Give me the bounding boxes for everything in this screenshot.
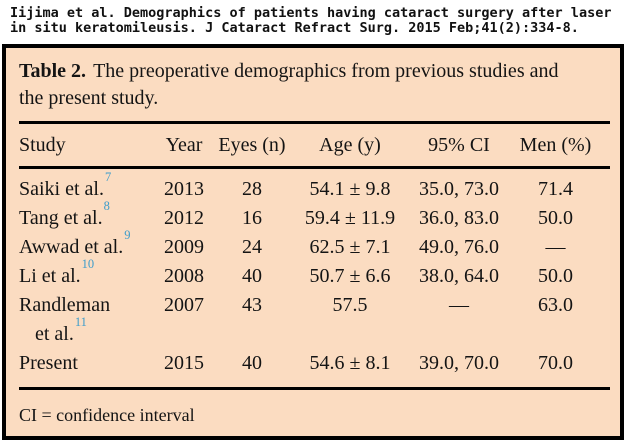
column-header-year: Year [165, 134, 203, 156]
age-cell: 54.6 ± 8.1 [309, 352, 391, 374]
year-cell: 2012 [164, 207, 204, 229]
column-header-men: Men (%) [519, 134, 592, 156]
reference-superscript: 8 [103, 199, 110, 214]
age-cell: 54.1 ± 9.8 [309, 178, 391, 200]
eyes-cell: 28 [242, 178, 262, 200]
year-cell: 2007 [164, 294, 204, 316]
table-header-row: Study Year Eyes (n) Age (y) 95% CI Men (… [19, 124, 612, 166]
table-label: Table 2. [19, 60, 87, 82]
study-name: Saiki et al. [19, 178, 104, 200]
eyes-cell: 16 [242, 207, 262, 229]
age-cell: 50.7 ± 6.6 [309, 265, 391, 287]
study-name: Tang et al. [19, 207, 103, 229]
eyes-cell: 24 [242, 236, 262, 258]
article-citation: Iijima et al. Demographics of patients h… [10, 6, 611, 36]
study-name-continued: et al.11 [35, 315, 87, 345]
table-row: Tang et al.8 2012 16 59.4 ± 11.9 36.0, 8… [19, 200, 612, 233]
men-cell: — [545, 236, 566, 258]
study-cell: Randleman et al.11 [19, 291, 154, 349]
study-name: Li et al. [19, 265, 81, 287]
ci-cell: 35.0, 73.0 [419, 178, 499, 200]
column-header-ci: 95% CI [428, 134, 490, 156]
eyes-cell: 40 [242, 265, 262, 287]
citation-line-2: in situ keratomileusis. J Cataract Refra… [10, 20, 579, 36]
ci-cell: — [449, 294, 469, 316]
divider-header [19, 166, 610, 169]
column-header-study: Study [19, 134, 66, 156]
table-row: Present 2015 40 54.6 ± 8.1 39.0, 70.0 70… [19, 349, 612, 378]
column-header-eyes: Eyes (n) [218, 134, 286, 156]
table-row: Li et al.10 2008 40 50.7 ± 6.6 38.0, 64.… [19, 258, 612, 291]
eyes-cell: 40 [242, 352, 262, 374]
study-cell: Saiki et al.7 [19, 171, 154, 204]
column-header-age: Age (y) [319, 134, 381, 156]
men-cell: 71.4 [538, 178, 573, 200]
ci-cell: 36.0, 83.0 [419, 207, 499, 229]
study-name: Awwad et al. [19, 236, 124, 258]
age-cell: 62.5 ± 7.1 [309, 236, 391, 258]
table-footnote: CI = confidence interval [19, 405, 195, 425]
table-row: Saiki et al.7 2013 28 54.1 ± 9.8 35.0, 7… [19, 171, 612, 204]
men-cell: 50.0 [538, 207, 573, 229]
ci-cell: 39.0, 70.0 [419, 352, 499, 374]
reference-superscript: 7 [104, 170, 112, 185]
study-cell: Li et al.10 [19, 258, 154, 291]
citation-line-1: Iijima et al. Demographics of patients h… [10, 5, 612, 21]
table-figure: Table 2. The preoperative demographics fr… [2, 44, 624, 440]
men-cell: 70.0 [538, 352, 573, 374]
eyes-cell: 43 [242, 294, 262, 316]
reference-superscript: 10 [81, 257, 95, 272]
men-cell: 63.0 [538, 294, 573, 316]
year-cell: 2009 [164, 236, 204, 258]
year-cell: 2008 [164, 265, 204, 287]
table-row: Awwad et al.9 2009 24 62.5 ± 7.1 49.0, 7… [19, 229, 612, 262]
year-cell: 2015 [164, 352, 204, 374]
men-cell: 50.0 [538, 265, 573, 287]
reference-superscript: 9 [124, 228, 131, 243]
year-cell: 2013 [164, 178, 204, 200]
reference-superscript: 11 [74, 315, 87, 330]
age-cell: 57.5 [332, 294, 368, 316]
study-name: Present [19, 352, 78, 374]
table-row: Randleman et al.11 2007 43 57.5 — 63.0 [19, 291, 612, 349]
study-cell: Present [19, 349, 154, 378]
table-caption-text: The preoperative demographics from previ… [19, 60, 559, 109]
table-caption: Table 2. The preoperative demographics fr… [19, 58, 581, 112]
age-cell: 59.4 ± 11.9 [304, 207, 396, 229]
study-cell: Awwad et al.9 [19, 229, 154, 262]
ci-cell: 38.0, 64.0 [419, 265, 499, 287]
divider-footer [19, 387, 610, 390]
study-cell: Tang et al.8 [19, 200, 154, 233]
table-body: Saiki et al.7 2013 28 54.1 ± 9.8 35.0, 7… [19, 171, 612, 378]
study-name: Randleman [19, 294, 111, 316]
divider-top [19, 121, 610, 124]
ci-cell: 49.0, 76.0 [419, 236, 499, 258]
